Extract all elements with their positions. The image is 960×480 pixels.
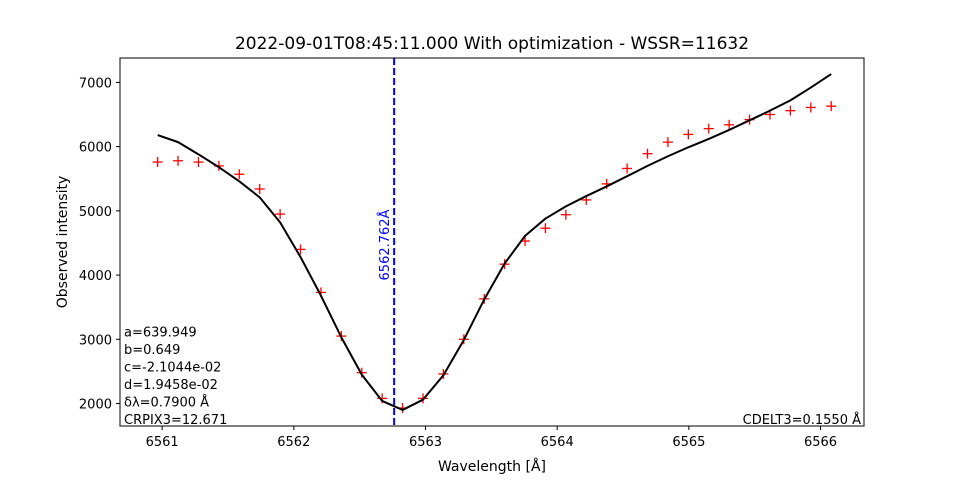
data-point (703, 123, 714, 134)
y-axis-label: Observed intensity (55, 176, 71, 309)
data-point (152, 157, 163, 168)
data-point (642, 148, 653, 159)
fit-parameters: a=639.949 b=0.649 c=-2.1044e-02 d=1.9458e-0… (124, 326, 227, 429)
fit-line (157, 73, 832, 411)
data-point (805, 102, 816, 113)
plot-inner (152, 58, 837, 426)
plot-area: 6562.762Å (152, 58, 837, 426)
y-tick-label: 3000 (79, 333, 112, 348)
x-tick-label: 6562 (277, 435, 310, 450)
fit-parameter: d=1.9458e-02 (124, 378, 218, 393)
fit-parameter: c=-2.1044e-02 (124, 361, 221, 376)
data-point (540, 223, 551, 234)
x-tick-label: 6564 (541, 435, 574, 450)
y-tick-label: 5000 (79, 205, 112, 220)
reference-line-label: 6562.762Å (377, 209, 393, 280)
fit-parameter: CRPIX3=12.671 (124, 413, 227, 428)
data-point (193, 157, 204, 168)
y-tick-label: 4000 (79, 269, 112, 284)
data-point (662, 137, 673, 148)
chart-title: 2022-09-01T08:45:11.000 With optimizatio… (235, 34, 749, 54)
y-tick-label: 7000 (79, 76, 112, 91)
x-tick-label: 6561 (146, 435, 179, 450)
data-point (724, 119, 735, 130)
y-tick-label: 6000 (79, 141, 112, 156)
data-point (234, 169, 245, 180)
fit-parameter: b=0.649 (124, 343, 180, 358)
data-point (560, 209, 571, 220)
fit-parameter: a=639.949 (124, 326, 197, 341)
y-tick-label: 2000 (79, 398, 112, 413)
data-point (295, 244, 306, 255)
data-point (622, 163, 633, 174)
data-point (275, 209, 286, 220)
fit-parameter: δλ=0.7900 Å (124, 395, 209, 411)
data-point (785, 105, 796, 116)
data-point (173, 155, 184, 166)
x-axis: 6561 6562 6563 6564 6565 6566 (146, 426, 837, 450)
y-axis: 2000 3000 4000 5000 6000 7000 (79, 76, 120, 413)
x-tick-label: 6565 (672, 435, 705, 450)
x-axis-label: Wavelength [Å] (438, 458, 546, 475)
x-tick-label: 6566 (804, 435, 837, 450)
x-tick-label: 6563 (409, 435, 442, 450)
data-point (826, 101, 837, 112)
plot-frame (119, 57, 865, 427)
cdelt-annotation: CDELT3=0.1550 Å (743, 412, 861, 428)
data-point (683, 129, 694, 140)
data-point (254, 184, 265, 195)
